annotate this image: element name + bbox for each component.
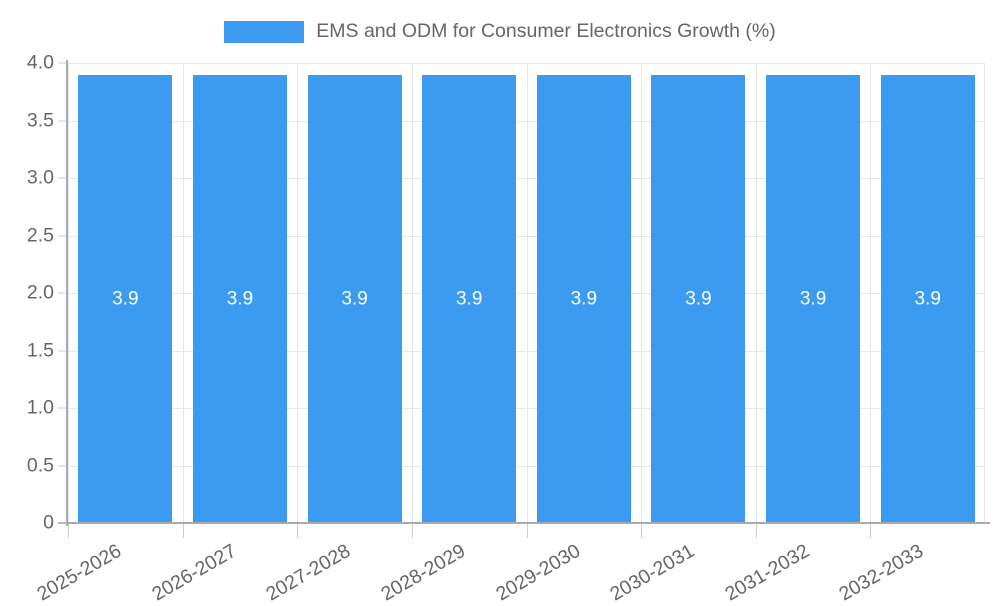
y-axis-tick-label: 0 bbox=[43, 511, 54, 534]
bar-cell: 3.9 bbox=[297, 63, 412, 523]
bar-value-label: 3.9 bbox=[685, 288, 712, 310]
y-axis-tick-label: 0.5 bbox=[26, 453, 54, 476]
x-axis-tick-label: 2026-2027 bbox=[147, 539, 240, 606]
x-axis-tick-mark bbox=[526, 524, 528, 538]
x-axis-tick-mark bbox=[297, 524, 299, 538]
x-axis-tick-label: 2025-2026 bbox=[33, 539, 126, 606]
bar-cell: 3.9 bbox=[641, 63, 756, 523]
bar-value-label: 3.9 bbox=[914, 288, 941, 310]
bar-cell: 3.9 bbox=[183, 63, 298, 523]
gridline-vertical bbox=[182, 63, 184, 523]
bar-value-label: 3.9 bbox=[799, 288, 827, 310]
gridline-vertical bbox=[526, 63, 528, 523]
legend-item-label: EMS and ODM for Consumer Electronics Gro… bbox=[316, 20, 776, 43]
bar-cell: 3.9 bbox=[527, 63, 642, 523]
bar[interactable]: 3.9 bbox=[422, 74, 517, 523]
bar-cell: 3.9 bbox=[756, 63, 871, 523]
x-axis-tick-label: 2029-2030 bbox=[491, 539, 584, 606]
x-axis-tick-mark bbox=[182, 524, 184, 538]
plot-area: 3.9 3.9 3.9 3.9 3.9 3.9 3.9 3.9 bbox=[68, 63, 985, 524]
y-axis-tick-mark bbox=[58, 235, 66, 236]
x-axis-line bbox=[58, 522, 990, 524]
gridline-vertical bbox=[68, 63, 69, 523]
bar-value-label: 3.9 bbox=[455, 288, 483, 310]
y-axis-line bbox=[66, 60, 68, 526]
x-axis-tick-mark bbox=[870, 524, 872, 538]
bar[interactable]: 3.9 bbox=[307, 74, 402, 523]
x-axis-tick-label: 2028-2029 bbox=[377, 539, 469, 606]
gridline-vertical bbox=[870, 63, 872, 523]
bar-value-label: 3.9 bbox=[341, 288, 368, 310]
y-axis-tick-label: 1.0 bbox=[26, 396, 54, 419]
legend-item-ems-odm[interactable]: EMS and ODM for Consumer Electronics Gro… bbox=[224, 20, 776, 43]
y-axis-tick-mark bbox=[58, 177, 66, 179]
y-axis-tick-mark bbox=[58, 292, 66, 294]
gridline-vertical bbox=[641, 63, 643, 523]
y-axis-tick-label: 1.5 bbox=[26, 338, 54, 361]
chart-legend: EMS and ODM for Consumer Electronics Gro… bbox=[0, 14, 1000, 50]
y-axis-tick-mark bbox=[58, 350, 66, 351]
x-axis-tick-mark bbox=[411, 524, 413, 538]
x-axis-tick-label: 2031-2032 bbox=[721, 539, 813, 606]
bar-value-label: 3.9 bbox=[570, 288, 598, 310]
y-axis-tick-mark bbox=[58, 407, 66, 409]
legend-color-swatch-icon bbox=[224, 21, 305, 43]
y-axis-tick-label: 2.5 bbox=[26, 223, 54, 246]
bar[interactable]: 3.9 bbox=[536, 74, 631, 523]
gridline-vertical bbox=[755, 63, 757, 523]
x-axis-tick-label: 2032-2033 bbox=[835, 539, 928, 606]
x-axis-tick-mark bbox=[641, 524, 643, 538]
y-axis-tick-mark bbox=[58, 62, 66, 64]
gridline-vertical bbox=[297, 63, 299, 523]
bar[interactable]: 3.9 bbox=[880, 74, 975, 523]
y-axis-tick-label: 2.0 bbox=[26, 281, 54, 304]
bar[interactable]: 3.9 bbox=[192, 74, 287, 523]
bar-series: 3.9 3.9 3.9 3.9 3.9 3.9 3.9 3.9 bbox=[68, 63, 985, 523]
x-axis-tick-mark bbox=[68, 524, 69, 538]
bar[interactable]: 3.9 bbox=[766, 74, 861, 523]
x-axis-tick-labels: 2025-2026 2026-2027 2027-2028 2028-2029 2029… bbox=[33, 524, 985, 606]
y-axis-tick-label: 3.0 bbox=[26, 166, 54, 189]
y-axis-tick-mark bbox=[58, 120, 66, 121]
plot-right-border bbox=[984, 63, 985, 523]
bar[interactable]: 3.9 bbox=[651, 74, 746, 523]
bar-value-label: 3.9 bbox=[226, 288, 254, 310]
y-axis-tick-label: 3.5 bbox=[26, 108, 54, 131]
bar-cell: 3.9 bbox=[412, 63, 527, 523]
bar-cell: 3.9 bbox=[870, 63, 985, 523]
bar-cell: 3.9 bbox=[68, 63, 183, 523]
x-axis-tick-mark bbox=[755, 524, 757, 538]
x-axis-tick-label: 2027-2028 bbox=[262, 539, 355, 606]
x-axis-tick-label: 2030-2031 bbox=[606, 539, 699, 606]
bar[interactable]: 3.9 bbox=[78, 74, 173, 523]
bar-value-label: 3.9 bbox=[112, 288, 139, 310]
y-axis-tick-mark bbox=[58, 465, 66, 466]
gridline-vertical bbox=[411, 63, 413, 523]
y-axis-tick-label: 4.0 bbox=[26, 51, 54, 74]
